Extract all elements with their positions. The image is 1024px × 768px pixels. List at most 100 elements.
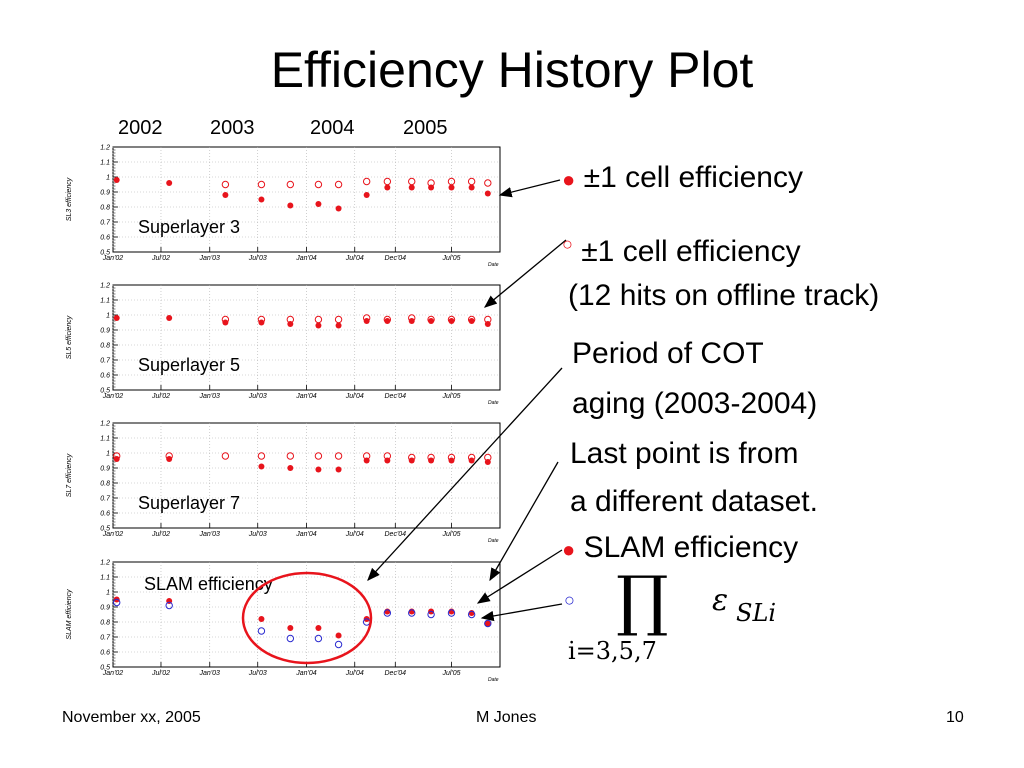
open-bullet-icon: ○	[562, 234, 573, 254]
x-tick-label: Dec'04	[385, 255, 407, 262]
data-point-open	[467, 453, 476, 462]
data-point-filled	[258, 616, 265, 622]
y-tick-label: 1.1	[100, 575, 110, 582]
data-point-open	[427, 179, 435, 187]
x-tick-label: Jul'02	[151, 670, 170, 677]
data-point-open	[314, 315, 323, 324]
x-tick-label: Dec'04	[385, 531, 407, 538]
formula-subscript: SLi	[736, 599, 777, 627]
annotation-line-4: Period of COT	[572, 337, 764, 370]
data-point-filled	[335, 322, 342, 329]
data-point-open	[221, 452, 230, 460]
y-tick-label: 1.2	[100, 145, 110, 152]
y-tick-label: 0.8	[100, 343, 110, 350]
data-point-open	[408, 314, 416, 322]
x-tick-label: Jan'03	[199, 255, 221, 262]
data-point-filled	[258, 463, 265, 470]
data-point-open	[484, 453, 492, 462]
data-point-open	[314, 452, 323, 460]
x-tick-label: Jul'05	[441, 393, 460, 400]
data-point-filled	[335, 466, 342, 473]
y-tick-label: 1	[106, 451, 110, 458]
aging-period-ellipse	[241, 571, 373, 665]
formula-product-index: i=3,5,7	[568, 637, 657, 665]
y-axis-label: SLAM efficiency	[66, 589, 73, 640]
footer-date: November xx, 2005	[62, 709, 201, 726]
annotation-arrow	[483, 239, 567, 308]
panel-label: Superlayer 3	[138, 217, 240, 237]
x-tick-label: Jan'04	[295, 670, 317, 677]
data-point-filled	[315, 466, 322, 473]
footer-page-number: 10	[946, 709, 964, 726]
x-tick-label: Jul'03	[248, 531, 267, 538]
data-point-open	[484, 315, 492, 324]
data-point-open-blue	[257, 627, 266, 635]
x-tick-label: Jul'05	[441, 670, 460, 677]
data-point-open-blue	[314, 634, 323, 643]
data-point-open-blue	[113, 598, 121, 607]
data-point-filled	[484, 190, 491, 197]
x-tick-label: Dec'04	[385, 670, 407, 677]
y-tick-label: 1.2	[100, 421, 110, 428]
x-tick-label: Jul'05	[441, 255, 460, 262]
data-point-open	[383, 177, 392, 186]
data-point-open	[334, 452, 343, 460]
data-point-open	[362, 177, 371, 186]
data-point-open	[447, 177, 456, 186]
y-tick-label: 1.1	[100, 436, 110, 443]
data-point-open	[484, 179, 492, 187]
data-point-open-blue	[334, 640, 343, 649]
data-point-filled	[315, 201, 322, 207]
annotation-line-3: (12 hits on offline track)	[568, 279, 880, 312]
data-point-open	[467, 315, 476, 324]
x-tick-label: Jan'03	[199, 531, 221, 538]
year-label-2002: 2002	[118, 117, 163, 139]
data-point-open	[408, 177, 416, 186]
annotation-line-1: ±1 cell efficiency	[583, 161, 803, 194]
year-label-2003: 2003	[210, 117, 255, 139]
data-point-filled	[166, 315, 173, 321]
x-tick-label: Jan'02	[102, 393, 124, 400]
panel-label: Superlayer 7	[138, 493, 240, 513]
data-point-open-blue	[383, 609, 392, 617]
data-point-open-blue	[447, 609, 456, 617]
x-tick-label: Jan'04	[295, 393, 317, 400]
y-tick-label: 0.5	[100, 388, 110, 395]
x-tick-label: Jul'04	[345, 670, 364, 677]
data-point-filled	[448, 184, 455, 191]
slide-title: Efficiency History Plot	[270, 42, 754, 98]
y-axis-label: SL3 efficiency	[66, 177, 73, 221]
data-point-open-blue	[427, 610, 435, 619]
x-tick-label: Jan'04	[295, 255, 317, 262]
data-point-filled	[408, 184, 415, 191]
data-point-open-blue	[408, 609, 416, 617]
data-point-open	[165, 452, 173, 460]
annotation-arrow	[367, 367, 563, 581]
data-point-filled	[166, 180, 173, 186]
data-point-filled	[258, 196, 265, 203]
annotation-arrow	[480, 603, 563, 622]
data-point-open	[257, 315, 266, 324]
x-tick-label: Jul'03	[248, 255, 267, 262]
open-blue-bullet-icon: ○	[564, 590, 575, 610]
x-tick-label: Jan'04	[295, 531, 317, 538]
y-tick-label: 0.6	[100, 511, 110, 518]
filled-bullet-icon: ●	[562, 537, 576, 562]
data-point-open	[286, 315, 295, 324]
x-tick-label: Jul'02	[151, 255, 170, 262]
x-tick-label: Jul'04	[345, 393, 364, 400]
y-tick-label: 1.1	[100, 298, 110, 305]
data-point-open	[427, 453, 435, 462]
y-tick-label: 0.7	[100, 496, 111, 503]
y-tick-label: 1.1	[100, 160, 110, 167]
data-point-open-blue	[467, 610, 476, 619]
data-point-open	[286, 180, 295, 189]
data-point-filled	[315, 322, 322, 329]
x-tick-label: Jul'04	[345, 531, 364, 538]
annotation-line-5: aging (2003-2004)	[572, 387, 818, 420]
y-tick-label: 0.9	[100, 328, 110, 335]
formula-epsilon: ε	[712, 583, 729, 618]
annotation-line-6: Last point is from	[570, 437, 799, 470]
data-point-open	[383, 452, 392, 460]
data-point-open	[427, 315, 435, 324]
